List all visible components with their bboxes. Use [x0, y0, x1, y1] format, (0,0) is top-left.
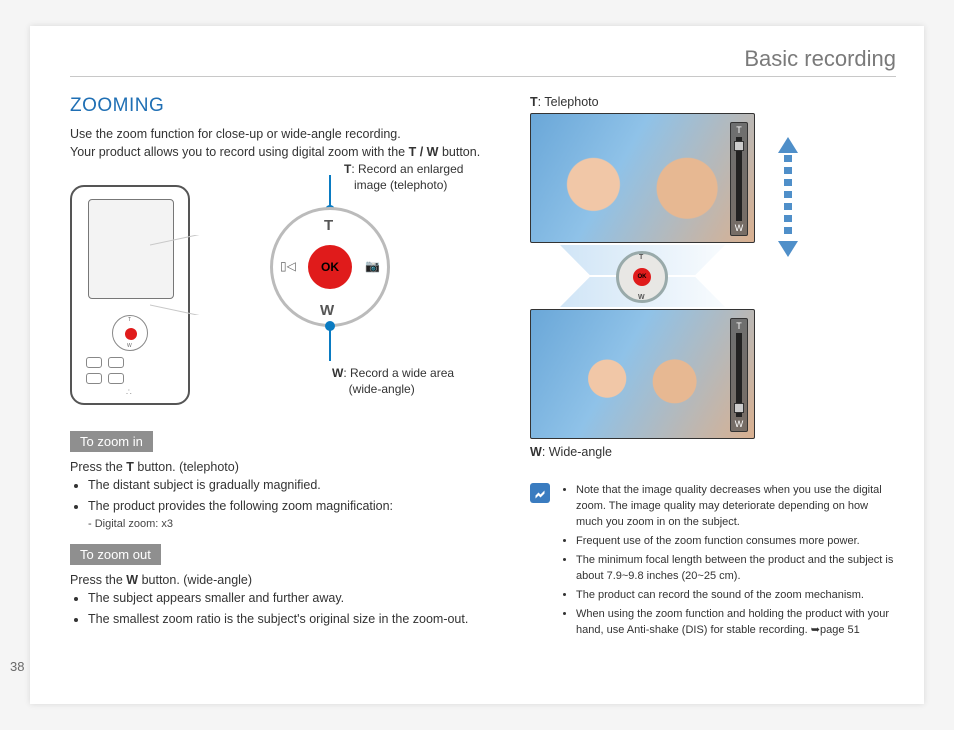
zoom-in-bullet-1: The distant subject is gradually magnifi…: [88, 476, 490, 495]
wideangle-label: W: Wide-angle: [530, 445, 896, 459]
zooming-intro-2: Your product allows you to record using …: [70, 143, 490, 161]
zoom-out-bullet-1: The subject appears smaller and further …: [88, 589, 490, 608]
zoom-in-heading: To zoom in: [70, 431, 153, 452]
zooming-heading: ZOOMING: [70, 95, 490, 117]
camera-diagram: T W ∴: [70, 167, 490, 417]
dial-w-label: W: [320, 302, 334, 319]
zoombar-t-2: T: [736, 321, 742, 331]
zoom-indicator-wideangle: T W: [730, 318, 748, 432]
zooming-intro-1: Use the zoom function for close-up or wi…: [70, 125, 490, 143]
callout-w-line1: : Record a wide area: [343, 366, 454, 380]
page-header-title: Basic recording: [70, 46, 896, 77]
zoom-out-bullet-2: The smallest zoom ratio is the subject's…: [88, 610, 490, 629]
camera-dial-small: T W: [112, 315, 148, 351]
note-item-5: When using the zoom function and holding…: [576, 607, 896, 639]
control-dial-mid: T OK W: [616, 251, 668, 303]
notes-section: Note that the image quality decreases wh…: [530, 483, 896, 641]
left-column: ZOOMING Use the zoom function for close-…: [70, 95, 490, 641]
note-item-1: Note that the image quality decreases wh…: [576, 483, 896, 531]
zoombar-w: W: [735, 223, 744, 233]
dial-mid-ok: OK: [633, 268, 651, 286]
zoombar-t: T: [736, 125, 742, 135]
note-item-2: Frequent use of the zoom function consum…: [576, 534, 896, 550]
camera-side-buttons-2: [86, 373, 124, 384]
intro2-tw: T / W: [409, 145, 439, 159]
right-column: T: Telephoto T W: [530, 95, 896, 641]
ok-button-mini: [125, 328, 137, 340]
callout-t-line2: image (telephoto): [354, 178, 447, 192]
dial-right-icon: 📷: [365, 259, 380, 273]
control-dial-enlarged: T ▯◁ OK 📷 W: [270, 207, 390, 327]
zoom-in-bullet-2: The product provides the following zoom …: [88, 497, 490, 516]
telephoto-photo: T W: [530, 113, 755, 243]
dial-ok-button: OK: [308, 245, 352, 289]
dial-mid-t: T: [639, 254, 643, 261]
notes-list: Note that the image quality decreases wh…: [560, 483, 896, 641]
zoom-in-lead: Press the T button. (telephoto): [70, 458, 490, 476]
manual-page: Basic recording ZOOMING Use the zoom fun…: [30, 26, 924, 704]
dial-mid-w: W: [638, 294, 645, 301]
zoom-out-bullets: The subject appears smaller and further …: [70, 589, 490, 629]
note-icon: [530, 483, 550, 503]
intro2-part-a: Your product allows you to record using …: [70, 145, 409, 159]
camera-side-buttons: [86, 357, 124, 368]
zoombar-w-2: W: [735, 419, 744, 429]
zoom-in-subbullet: - Digital zoom: x3: [70, 518, 490, 530]
callout-wideangle: W: Record a wide area (wide-angle): [332, 365, 454, 397]
intro2-part-b: button.: [438, 145, 480, 159]
telephoto-example: T W: [530, 113, 896, 243]
callout-w-line2: (wide-angle): [349, 382, 415, 396]
zoom-beam-diagram: T OK W: [530, 243, 755, 309]
telephoto-label: T: Telephoto: [530, 95, 896, 109]
note-item-3: The minimum focal length between the pro…: [576, 553, 896, 585]
camera-speaker-dots: ∴: [126, 387, 132, 398]
callout-t-line1: : Record an enlarged: [351, 162, 463, 176]
callout-line-w: [329, 329, 331, 361]
zoom-indicator-telephoto: T W: [730, 122, 748, 236]
dial-t-label: T: [324, 217, 333, 234]
dial-left-icon: ▯◁: [280, 259, 296, 273]
note-item-4: The product can record the sound of the …: [576, 588, 896, 604]
callout-telephoto: T: Record an enlarged image (telephoto): [344, 161, 463, 193]
zoom-out-heading: To zoom out: [70, 544, 161, 565]
magnify-guide-lines: [150, 235, 282, 315]
zoom-out-lead: Press the W button. (wide-angle): [70, 571, 490, 589]
zoom-arrow-vertical: [778, 137, 798, 257]
wideangle-photo: T W: [530, 309, 755, 439]
page-number: 38: [10, 659, 24, 674]
callout-line-t: [329, 175, 331, 207]
zoom-in-bullets: The distant subject is gradually magnifi…: [70, 476, 490, 516]
